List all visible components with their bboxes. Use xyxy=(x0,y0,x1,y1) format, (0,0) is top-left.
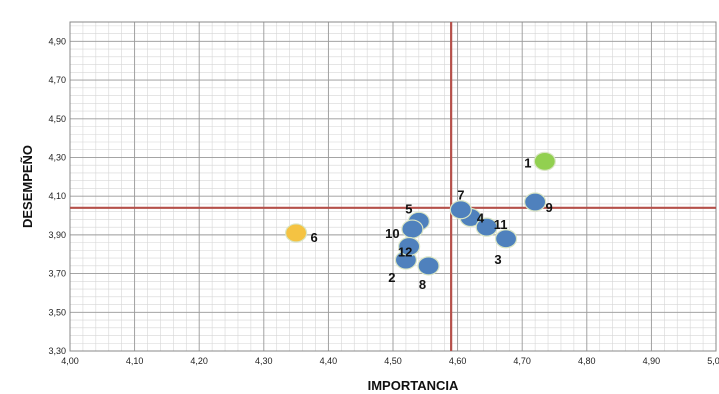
data-point-8 xyxy=(417,256,440,276)
data-point-11 xyxy=(475,217,498,237)
data-label-12: 12 xyxy=(398,244,412,259)
y-tick-label: 4,50 xyxy=(48,114,66,124)
y-axis-title: DESEMPEÑO xyxy=(20,145,35,228)
x-tick-label: 4,20 xyxy=(190,356,208,366)
plot-area xyxy=(69,21,717,352)
x-tick-label: 4,80 xyxy=(578,356,596,366)
data-label-3: 3 xyxy=(494,252,501,267)
data-label-10: 10 xyxy=(385,226,399,241)
y-tick-label: 3,90 xyxy=(48,230,66,240)
data-point-10 xyxy=(401,219,424,239)
y-tick-label: 4,90 xyxy=(48,36,66,46)
data-point-9 xyxy=(524,192,547,212)
x-tick-label: 4,30 xyxy=(255,356,273,366)
data-point-3 xyxy=(494,229,518,249)
major-grid xyxy=(69,22,717,352)
data-point-6 xyxy=(285,223,308,243)
data-point-12 xyxy=(398,236,421,257)
x-tick-label: 4,00 xyxy=(61,356,79,366)
y-tick-label: 4,30 xyxy=(48,152,66,162)
reference-lines xyxy=(70,22,716,351)
data-label-5: 5 xyxy=(405,201,412,216)
y-tick-label: 4,10 xyxy=(48,191,66,201)
x-tick-label: 4,50 xyxy=(384,356,402,366)
y-tick-label: 3,30 xyxy=(48,346,66,356)
y-tick-label: 3,70 xyxy=(48,269,66,279)
x-tick-labels: 4,00 4,10 4,20 4,30 4,40 4,50 4,60 4,70 4,80 4,90… xyxy=(61,356,719,366)
y-tick-label: 3,50 xyxy=(48,307,66,317)
data-label-2: 2 xyxy=(388,270,395,285)
data-label-6: 6 xyxy=(310,230,317,245)
x-tick-label: 5,00 xyxy=(707,356,719,366)
x-tick-label: 4,40 xyxy=(320,356,338,366)
data-label-1: 1 xyxy=(524,155,531,170)
x-axis-title: IMPORTANCIA xyxy=(368,378,459,393)
data-label-9: 9 xyxy=(546,200,553,215)
x-tick-label: 4,60 xyxy=(449,356,467,366)
x-tick-label: 4,70 xyxy=(513,356,531,366)
y-tick-labels: 3,30 3,50 3,70 3,90 4,10 4,30 4,50 4,70 4,90 xyxy=(48,36,66,356)
x-tick-label: 4,10 xyxy=(126,356,144,366)
y-tick-label: 4,70 xyxy=(48,75,66,85)
data-label-4: 4 xyxy=(477,210,485,225)
data-point-7 xyxy=(449,200,472,220)
data-label-7: 7 xyxy=(457,188,464,203)
data-label-11: 11 xyxy=(494,217,508,232)
data-label-8: 8 xyxy=(419,277,426,292)
data-point-1 xyxy=(533,151,556,171)
x-tick-label: 4,90 xyxy=(643,356,661,366)
